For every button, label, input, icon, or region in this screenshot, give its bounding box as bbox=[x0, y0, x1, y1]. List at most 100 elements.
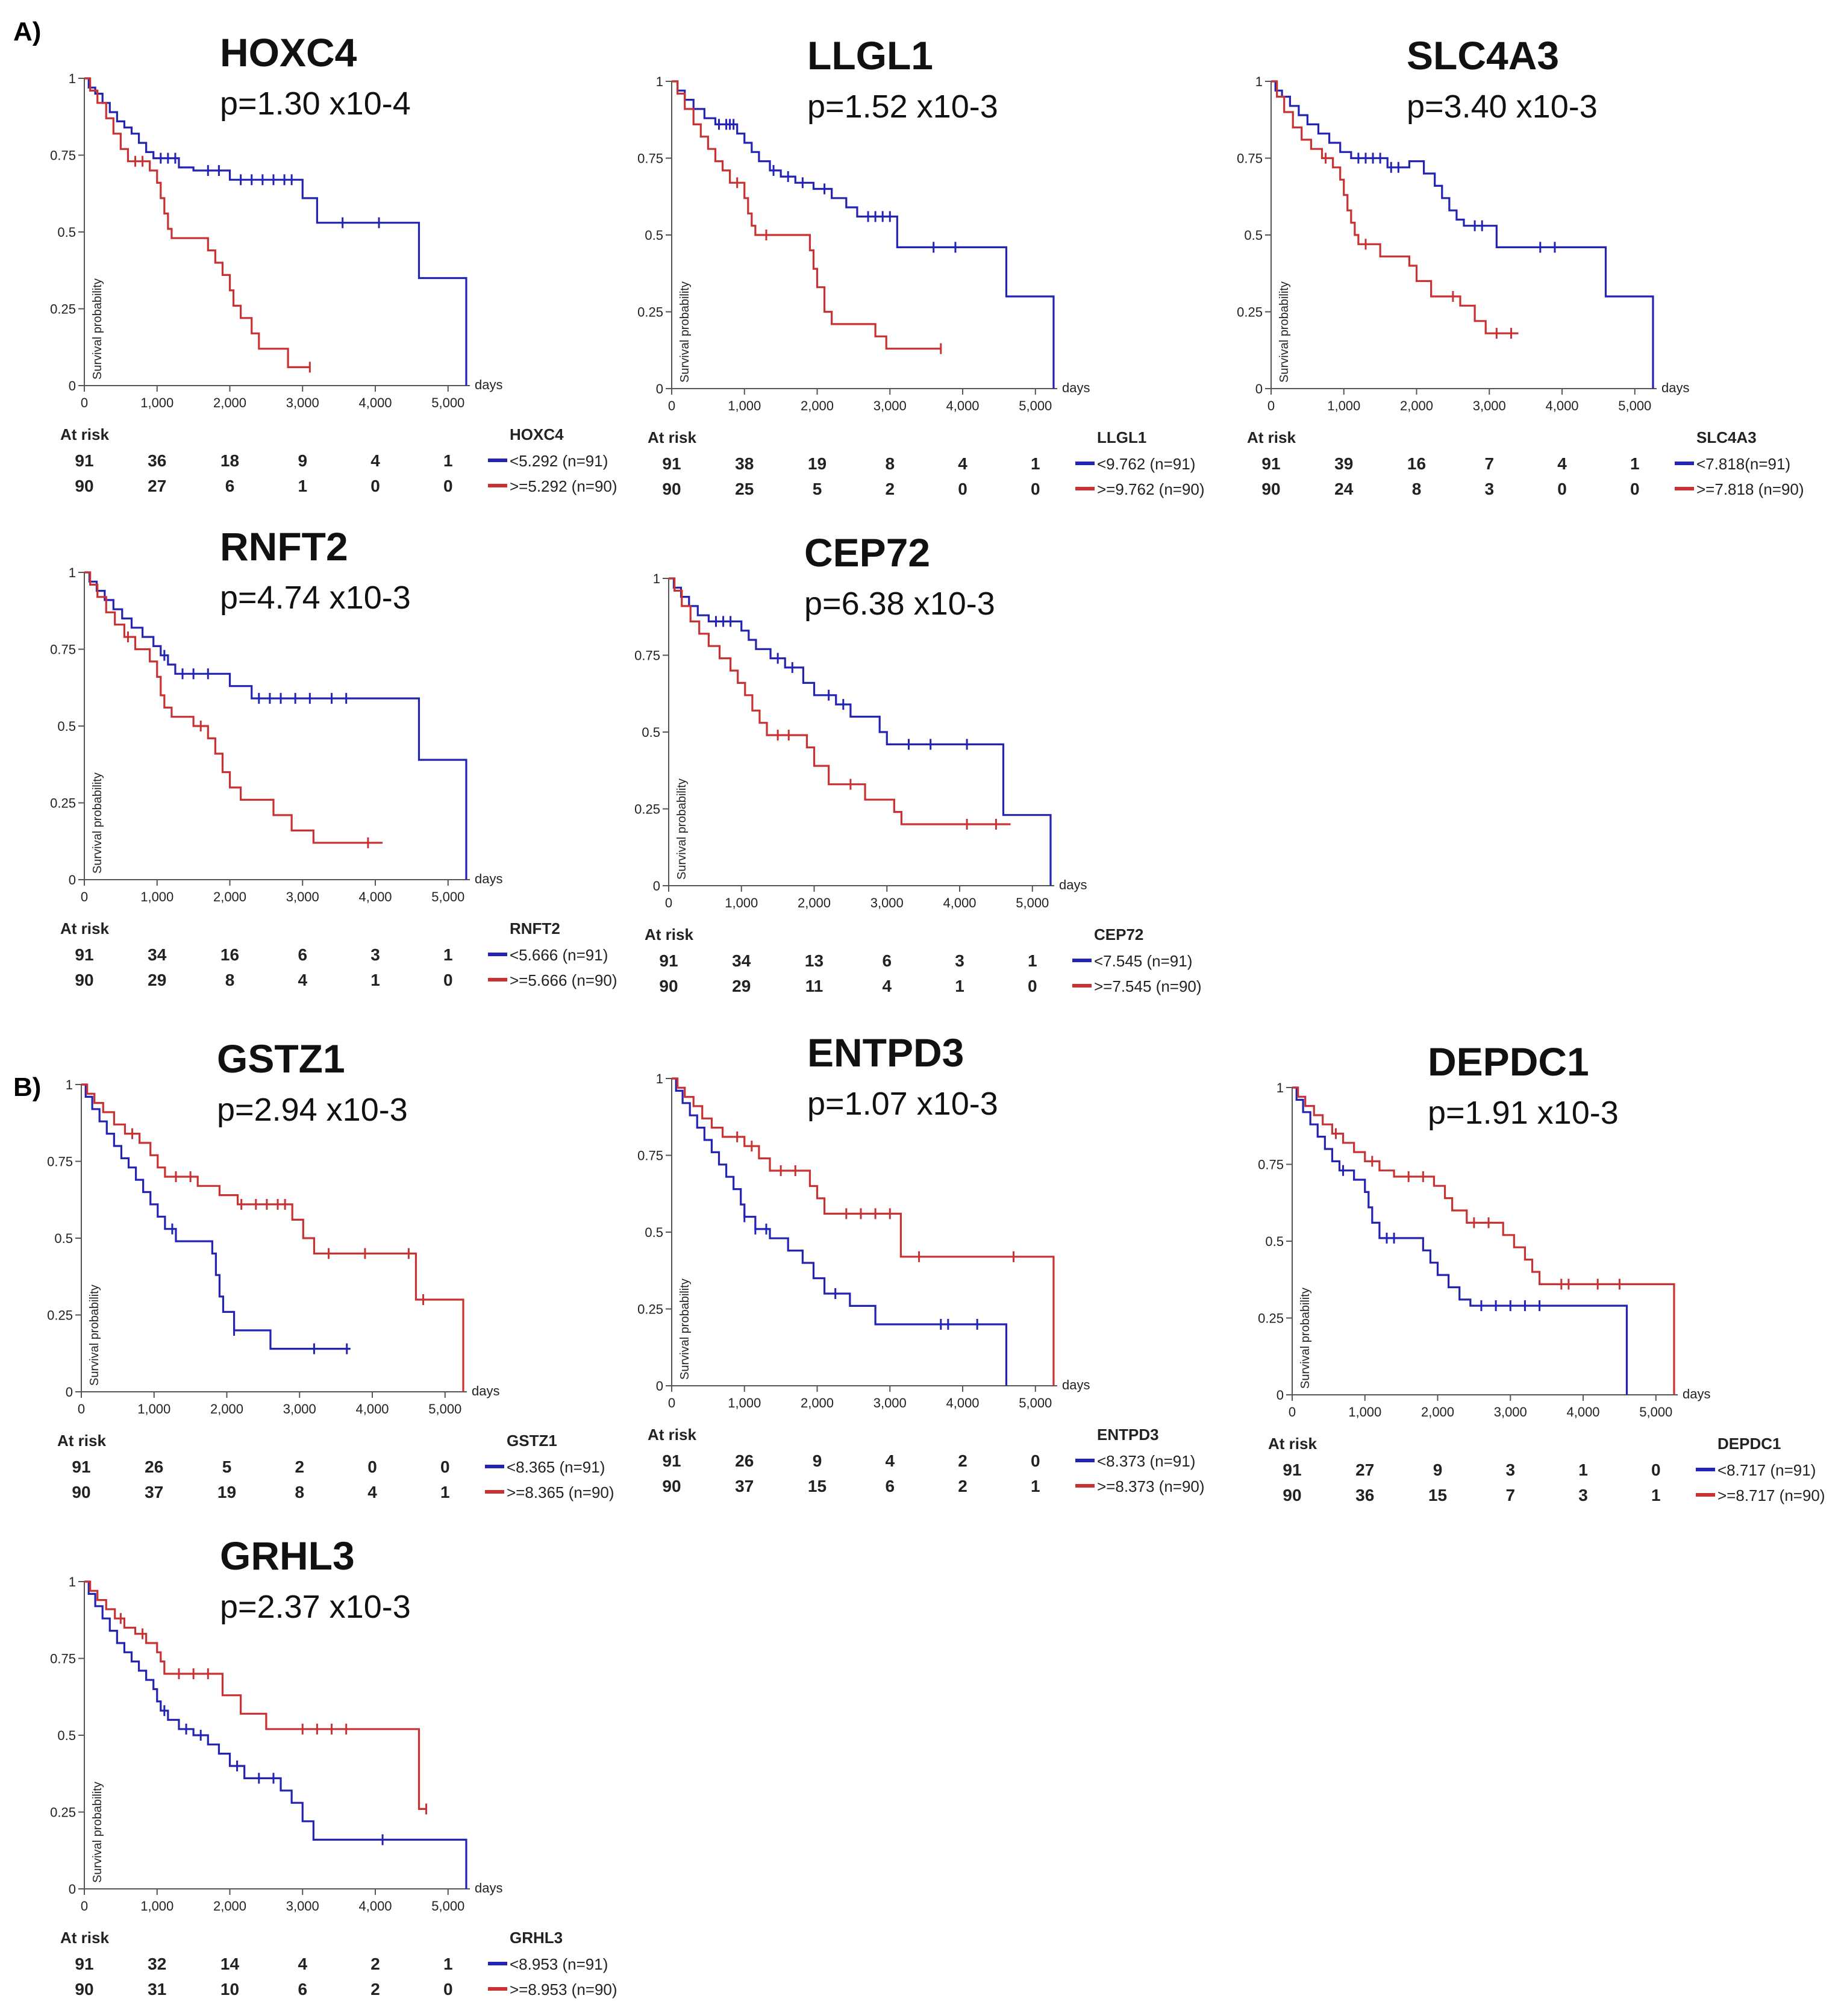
gene-title: DEPDC1 bbox=[1428, 1039, 1589, 1084]
x-tick-label: 0 bbox=[81, 1899, 88, 1914]
legend-label-high: >=9.762 (n=90) bbox=[1097, 480, 1205, 498]
p-value-label: p=6.38 x10-3 bbox=[804, 586, 995, 622]
legend-gene-label: HOXC4 bbox=[510, 425, 564, 443]
y-tick-label: 0.25 bbox=[47, 1308, 73, 1323]
x-tick-label: 4,000 bbox=[1545, 398, 1578, 413]
x-tick-label: 2,000 bbox=[213, 889, 246, 904]
x-tick-label: 5,000 bbox=[1019, 1395, 1052, 1410]
x-tick-label: 1,000 bbox=[137, 1401, 170, 1417]
y-tick-label: 0 bbox=[656, 381, 663, 396]
survival-curve-high bbox=[84, 77, 310, 368]
y-tick-label: 0 bbox=[69, 1882, 76, 1897]
gene-title: SLC4A3 bbox=[1407, 33, 1559, 78]
x-tick-label: 3,000 bbox=[1473, 398, 1506, 413]
at-risk-count-high: 5 bbox=[813, 480, 822, 498]
legend-label-high: >=8.953 (n=90) bbox=[510, 1980, 617, 1999]
y-tick-label: 0 bbox=[1255, 381, 1263, 396]
at-risk-count-high: 4 bbox=[882, 977, 892, 995]
x-tick-label: 5,000 bbox=[1618, 398, 1651, 413]
survival-curve-high bbox=[1292, 1086, 1675, 1395]
legend-gene-label: CEP72 bbox=[1094, 925, 1143, 944]
survival-curve-low bbox=[669, 577, 1052, 886]
p-value-label: p=2.94 x10-3 bbox=[217, 1092, 408, 1128]
legend-gene-label: SLC4A3 bbox=[1696, 428, 1757, 446]
at-risk-count-low: 1 bbox=[443, 1955, 453, 1973]
x-tick-label: 3,000 bbox=[286, 395, 319, 410]
legend-label-high: >=7.818 (n=90) bbox=[1696, 480, 1804, 498]
legend-label-low: <5.292 (n=91) bbox=[510, 452, 608, 470]
survival-curve-high bbox=[84, 1580, 427, 1810]
km-chart-rnft2: 0 0.25 0.5 0.75 1 0 1,000 2,000 3,000 4,000 5,000 d… bbox=[50, 524, 617, 989]
at-risk-count-high: 0 bbox=[370, 477, 380, 495]
legend-label-low: <7.818(n=91) bbox=[1696, 455, 1790, 473]
survival-curve-low bbox=[84, 1580, 467, 1889]
at-risk-count-high: 19 bbox=[217, 1483, 236, 1501]
at-risk-count-low: 7 bbox=[1484, 454, 1494, 473]
x-tick-label: 5,000 bbox=[1639, 1404, 1672, 1420]
at-risk-count-high: 0 bbox=[443, 971, 453, 989]
at-risk-count-high: 36 bbox=[1355, 1486, 1374, 1504]
y-tick-label: 0.5 bbox=[642, 725, 660, 740]
panel-label-b: B) bbox=[13, 1072, 42, 1102]
at-risk-count-high: 1 bbox=[955, 977, 964, 995]
at-risk-count-low: 4 bbox=[1557, 454, 1567, 473]
at-risk-count-high: 90 bbox=[1261, 480, 1280, 498]
legend-gene-label: ENTPD3 bbox=[1097, 1426, 1159, 1444]
survival-curve-high bbox=[1271, 80, 1519, 334]
legend-label-low: <8.717 (n=91) bbox=[1717, 1461, 1816, 1479]
x-tick-label: 0 bbox=[665, 895, 672, 910]
y-tick-label: 0.75 bbox=[50, 642, 76, 657]
survival-curve-low bbox=[1292, 1086, 1628, 1395]
at-risk-count-low: 91 bbox=[1261, 454, 1280, 473]
at-risk-count-high: 3 bbox=[1484, 480, 1494, 498]
at-risk-count-low: 39 bbox=[1334, 454, 1353, 473]
x-tick-label: 1,000 bbox=[140, 1899, 173, 1914]
legend-label-high: >=8.373 (n=90) bbox=[1097, 1477, 1205, 1495]
at-risk-count-low: 34 bbox=[148, 945, 167, 964]
x-tick-label: 2,000 bbox=[210, 1401, 243, 1417]
x-tick-label: 5,000 bbox=[431, 1899, 464, 1914]
at-risk-count-low: 1 bbox=[443, 451, 453, 470]
p-value-label: p=1.52 x10-3 bbox=[807, 89, 998, 125]
y-tick-label: 0.5 bbox=[57, 1728, 76, 1743]
at-risk-label: At risk bbox=[60, 425, 109, 443]
at-risk-count-high: 4 bbox=[367, 1483, 377, 1501]
at-risk-count-low: 0 bbox=[1031, 1451, 1040, 1470]
x-unit-label: days bbox=[472, 1383, 499, 1398]
x-tick-label: 0 bbox=[1289, 1404, 1296, 1420]
at-risk-count-high: 1 bbox=[298, 477, 307, 495]
km-chart-entpd3: 0 0.25 0.5 0.75 1 0 1,000 2,000 3,000 4,000 5,000 d… bbox=[637, 1030, 1204, 1495]
y-tick-label: 1 bbox=[656, 74, 663, 89]
at-risk-count-low: 18 bbox=[220, 451, 239, 470]
survival-curve-low bbox=[1271, 80, 1654, 389]
x-tick-label: 2,000 bbox=[213, 395, 246, 410]
legend-gene-label: GRHL3 bbox=[510, 1929, 563, 1947]
at-risk-label: At risk bbox=[648, 428, 696, 446]
x-tick-label: 4,000 bbox=[358, 1899, 392, 1914]
at-risk-label: At risk bbox=[1268, 1435, 1317, 1453]
at-risk-count-high: 10 bbox=[220, 1980, 239, 1999]
at-risk-count-high: 25 bbox=[735, 480, 754, 498]
y-tick-label: 1 bbox=[69, 565, 76, 580]
y-tick-label: 0.25 bbox=[50, 302, 76, 317]
x-tick-label: 3,000 bbox=[873, 1395, 907, 1410]
legend-gene-label: DEPDC1 bbox=[1717, 1435, 1781, 1453]
at-risk-count-low: 91 bbox=[75, 1955, 93, 1973]
x-tick-label: 4,000 bbox=[1566, 1404, 1599, 1420]
km-chart-depdc1: 0 0.25 0.5 0.75 1 0 1,000 2,000 3,000 4,000 5,000 d… bbox=[1258, 1039, 1825, 1504]
at-risk-count-low: 3 bbox=[1505, 1460, 1515, 1479]
y-axis-title: Survival probability bbox=[675, 778, 689, 880]
km-chart-gstz1: 0 0.25 0.5 0.75 1 0 1,000 2,000 3,000 4,000 5,000 d… bbox=[47, 1036, 614, 1501]
at-risk-count-low: 1 bbox=[1578, 1460, 1588, 1479]
at-risk-count-low: 2 bbox=[958, 1451, 967, 1470]
x-tick-label: 3,000 bbox=[283, 1401, 316, 1417]
y-tick-label: 1 bbox=[69, 1574, 76, 1589]
at-risk-count-low: 0 bbox=[367, 1457, 377, 1476]
at-risk-label: At risk bbox=[645, 925, 693, 944]
km-chart-hoxc4: 0 0.25 0.5 0.75 1 0 1,000 2,000 3,000 4,000 5,000 d… bbox=[50, 30, 617, 495]
y-tick-label: 0.75 bbox=[1237, 151, 1263, 166]
at-risk-count-high: 2 bbox=[370, 1980, 380, 1999]
km-chart-llgl1: 0 0.25 0.5 0.75 1 0 1,000 2,000 3,000 4,000 5,000 d… bbox=[637, 33, 1204, 498]
at-risk-count-high: 6 bbox=[225, 477, 235, 495]
gene-title: ENTPD3 bbox=[807, 1030, 964, 1075]
